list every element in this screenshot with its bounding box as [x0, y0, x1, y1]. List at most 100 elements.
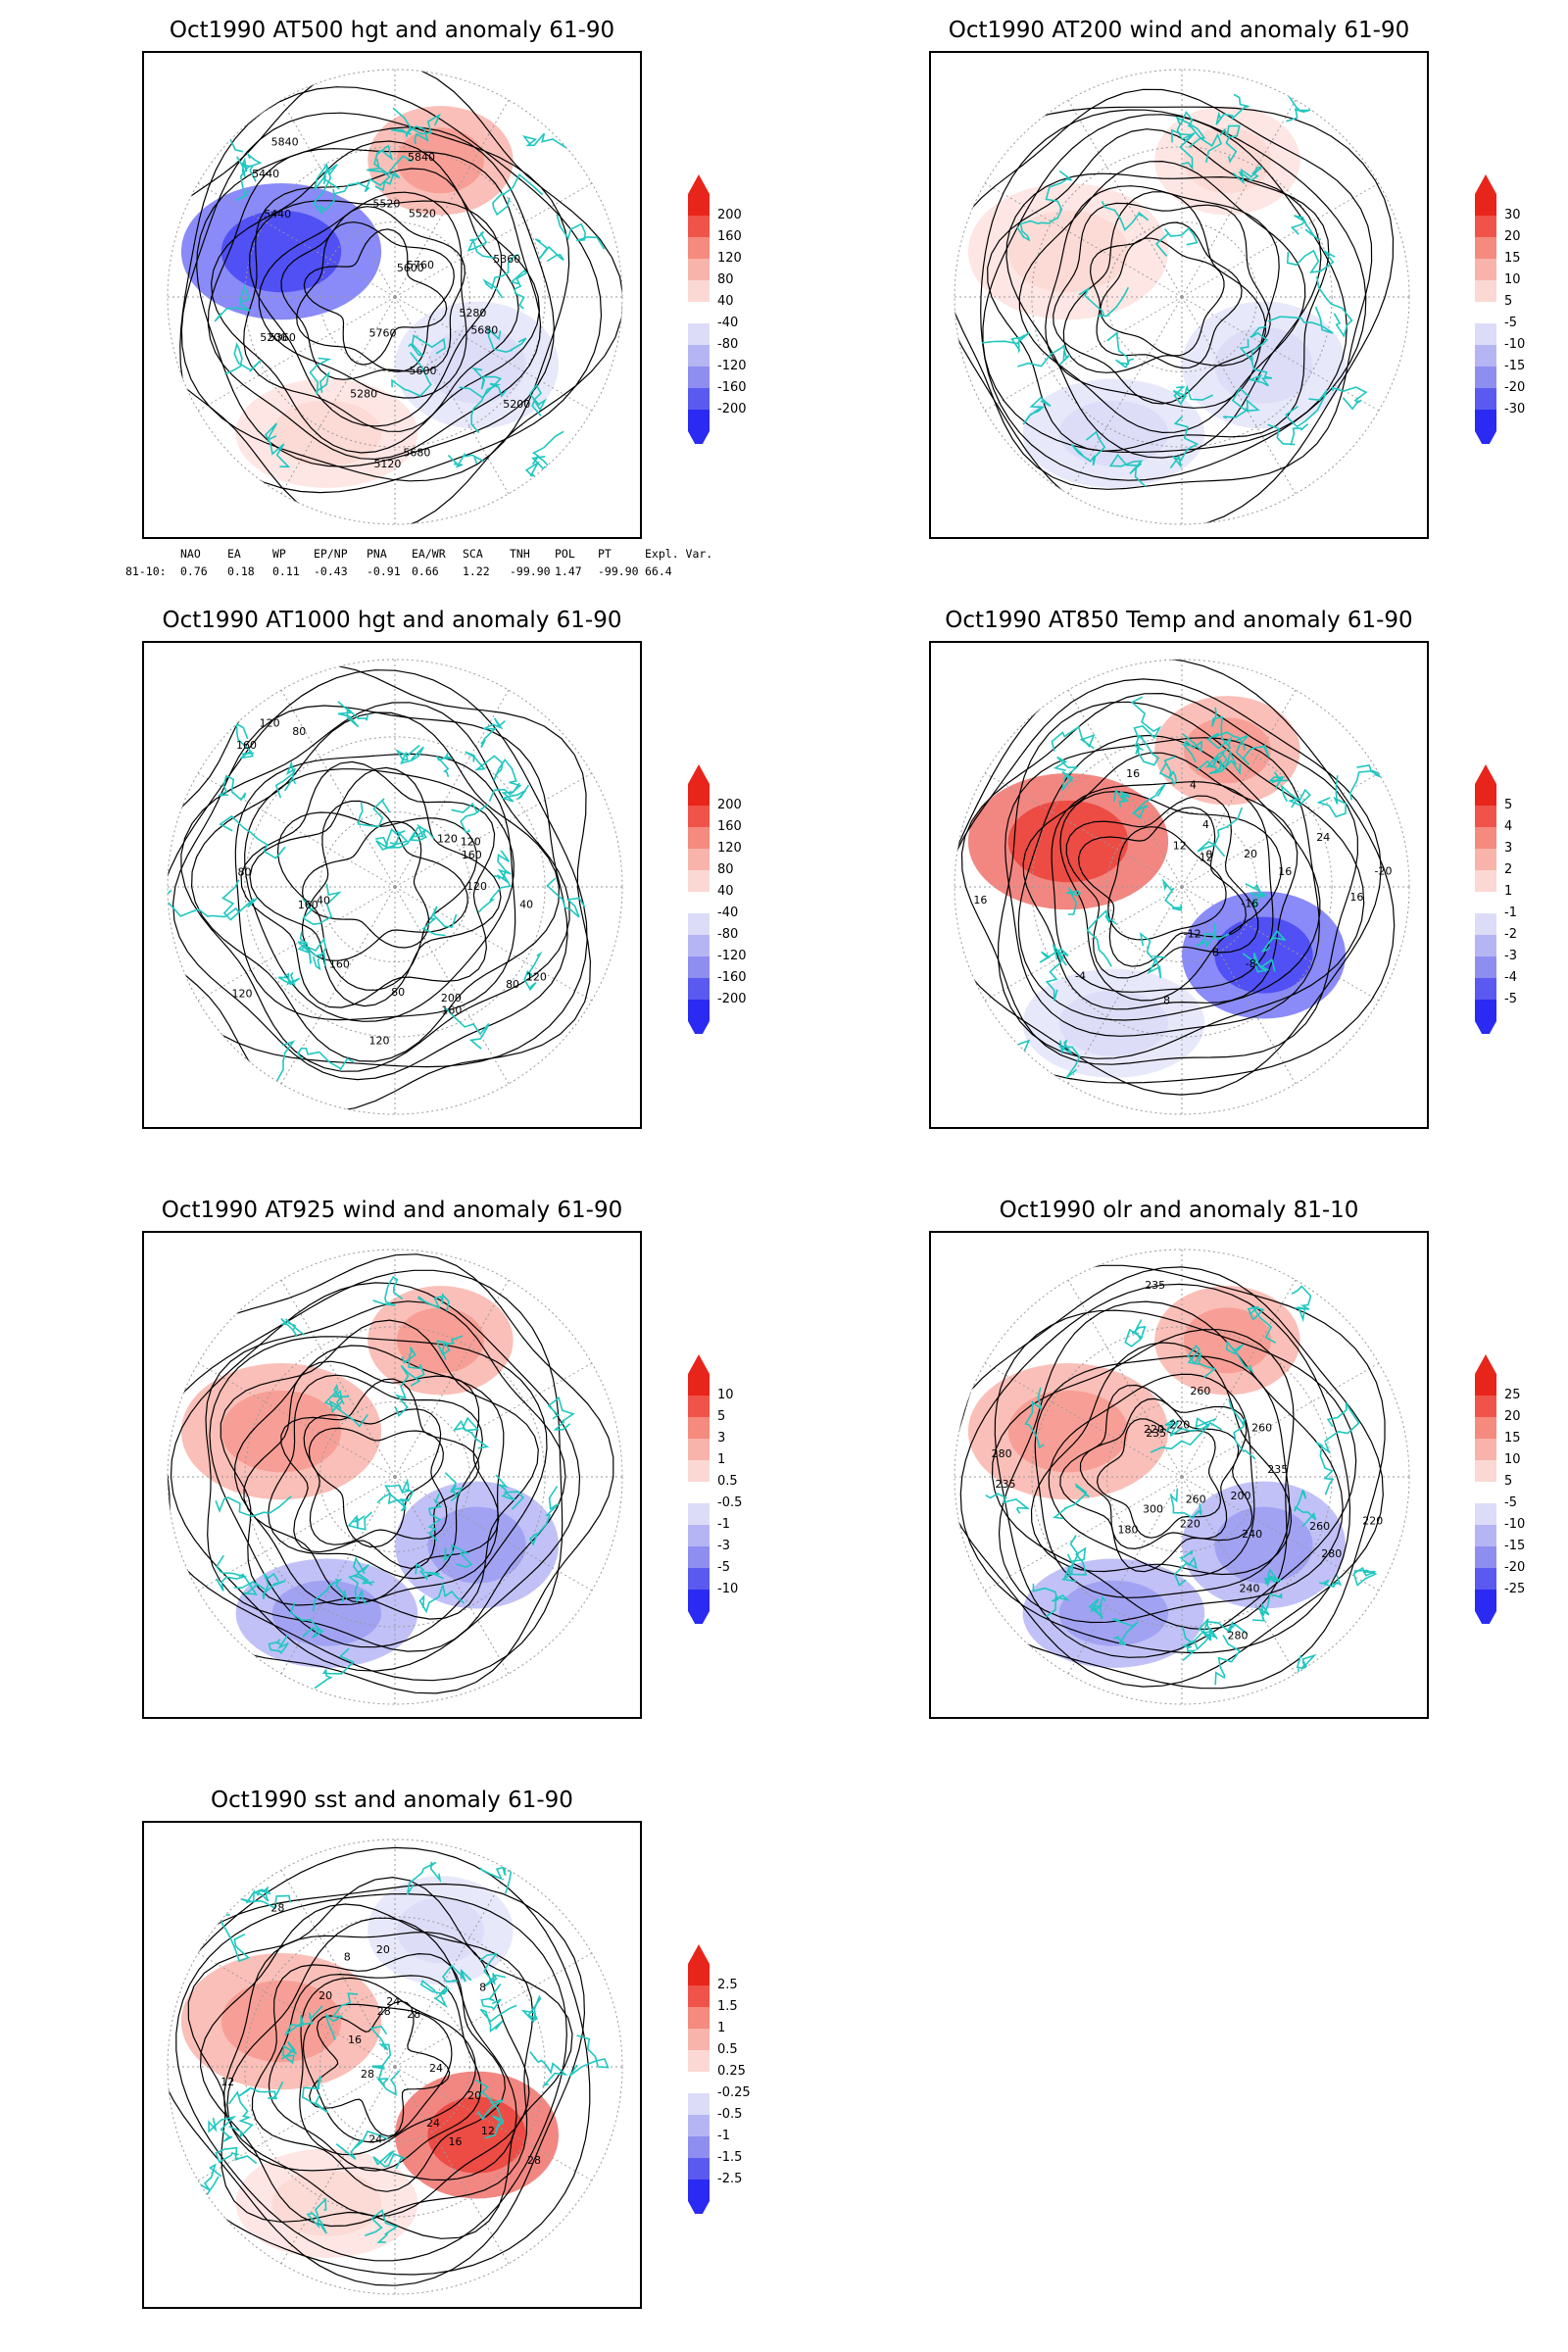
contour-line: [210, 140, 541, 454]
contour-line: [997, 701, 1365, 1059]
contour-label: 20: [467, 2089, 481, 2102]
contour-label: 24: [429, 2062, 443, 2075]
contour-label: -4: [1075, 970, 1086, 983]
coastline: [1139, 932, 1166, 979]
colorbar-swatch: [1475, 194, 1496, 216]
contour-label: 280: [992, 1447, 1012, 1460]
contour-label: 160: [441, 1004, 462, 1017]
contour-label: 120: [461, 836, 481, 849]
meridian-line: [197, 886, 396, 1002]
contour-line: [955, 660, 1396, 1084]
meridian-line: [1181, 296, 1297, 495]
colorbar-label: -0.5: [717, 2107, 743, 2122]
contour-line: [955, 678, 1382, 1096]
contour-line: [1062, 191, 1267, 373]
coastline: [215, 1495, 292, 1518]
contour-label: 5600: [410, 365, 437, 377]
contour-line: [168, 1846, 591, 2276]
anomaly-core: [220, 1980, 342, 2063]
contour-label: 5680: [470, 324, 498, 337]
tele-header: Expl. Var.: [645, 547, 713, 561]
colorbar-bottom-arrow: [688, 1021, 710, 1034]
colorbar-label: -1: [717, 1517, 730, 1532]
colorbar-label: 3: [1504, 841, 1513, 856]
colorbar-swatch: [688, 323, 710, 345]
coastline: [277, 972, 301, 988]
colorbar-label: -15: [1504, 359, 1526, 373]
contour-label: 5760: [407, 259, 434, 271]
coastline: [1108, 453, 1147, 487]
contour-line: [249, 766, 502, 1007]
tele-value: 0.11: [272, 564, 300, 578]
contour-label: 16: [1126, 767, 1140, 780]
meridian-line: [1181, 1476, 1297, 1675]
contour-label: 5200: [503, 398, 530, 411]
anomaly-core: [396, 1897, 484, 1964]
contour-line: [1030, 1342, 1293, 1576]
colorbar-label: -5: [1504, 1495, 1517, 1510]
anomaly-core: [396, 1307, 484, 1374]
tele-header: EP/NP: [314, 547, 348, 561]
colorbar-swatch: [688, 1985, 710, 2007]
colorbar-swatch: [688, 2050, 710, 2072]
colorbar-swatch: [1475, 806, 1496, 827]
meridian-line: [394, 1952, 593, 2068]
coastline: [301, 2076, 329, 2114]
colorbar-swatch: [688, 1590, 710, 1611]
coastline: [1228, 1398, 1256, 1460]
contour-line: [223, 1931, 530, 2217]
coastline: [1263, 1568, 1282, 1588]
tele-value: 1.22: [463, 564, 490, 578]
contour-label: 28: [270, 1901, 284, 1914]
coastline: [459, 367, 503, 399]
coastline: [1214, 1635, 1242, 1686]
meridian-line: [984, 886, 1183, 1002]
colorbar-label: -1.5: [717, 2150, 743, 2165]
colorbar-swatch: [1475, 1590, 1496, 1611]
contour-line: [175, 1892, 567, 2262]
colorbar-swatch: [688, 806, 710, 827]
coastline: [337, 701, 369, 728]
contour-line: [1018, 160, 1306, 434]
contour-line: [240, 760, 496, 1008]
colorbar-swatch: [1475, 323, 1496, 345]
map-panel-3: 120 160 120 160 80 160 40 120 80 200 160 120 80 40 120…: [142, 641, 642, 1129]
coastline: [1024, 1387, 1045, 1449]
colorbar-label: -15: [1504, 1539, 1526, 1553]
contour-line: [1004, 737, 1320, 1037]
coastline: [289, 1602, 324, 1639]
colorbar-label: -5: [717, 1560, 730, 1575]
tele-value: 0.18: [227, 564, 255, 578]
contour-label: 5440: [264, 208, 291, 220]
coastline: [218, 1914, 251, 1963]
colorbar-label: -2.5: [717, 2172, 743, 2186]
coastline: [1319, 1575, 1343, 1589]
coastline: [1045, 944, 1062, 1002]
contour-line: [170, 1282, 581, 1672]
contour-label: 20: [318, 1989, 332, 2002]
meridian-line: [1181, 886, 1297, 1085]
coastline: [470, 382, 508, 434]
contour-line: [248, 200, 503, 427]
contour-line: [1065, 795, 1259, 979]
contour-label: 5840: [408, 151, 435, 164]
colorbar-swatch: [688, 367, 710, 388]
coastline: [1158, 756, 1177, 787]
map-panel-1: 5840 5760 5680 5600 5520 5440 5360 5280 5200 5120…: [142, 51, 642, 539]
contour-label: 120: [437, 832, 458, 845]
colorbar-label: 80: [717, 862, 734, 877]
contour-line: [276, 811, 477, 991]
coastline: [1066, 887, 1082, 915]
colorbar-swatch: [688, 2007, 710, 2029]
colorbar-svg: [688, 174, 710, 444]
tele-value: -0.43: [314, 564, 348, 578]
contour-label: 20: [1244, 848, 1257, 860]
latitude-circle: [244, 1916, 546, 2218]
contour-label: 280: [1228, 1629, 1249, 1642]
contour-line: [207, 148, 542, 461]
coastline: [371, 2065, 401, 2096]
meridian-line: [394, 1476, 510, 1675]
contour-label: 200: [1231, 1490, 1251, 1502]
contour-label: 160: [298, 899, 318, 911]
coastline: [384, 1478, 411, 1505]
